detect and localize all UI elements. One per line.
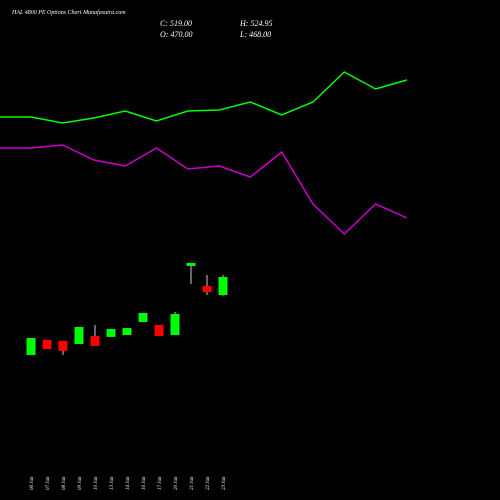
ohlc-label: H: 524.95 — [239, 19, 272, 28]
x-tick-label: 16 Jan — [142, 476, 147, 490]
candle-body — [26, 337, 36, 355]
x-tick-label: 13 Jan — [110, 476, 115, 490]
candle-body — [58, 340, 68, 351]
candle-body — [74, 327, 84, 345]
x-tick-label: 10 Jan — [94, 476, 99, 490]
x-tick-label: 14 Jan — [126, 476, 131, 490]
chart-title: HAL 4800 PE Options Chart Munafasutra.co… — [11, 9, 126, 16]
x-tick-label: 20 Jan — [174, 476, 179, 490]
candle-body — [154, 325, 164, 337]
candle-body — [202, 286, 212, 293]
ohlc-label: C: 519.00 — [160, 19, 192, 28]
x-tick-label: 22 Jan — [206, 476, 211, 490]
ohlc-label: O: 470.00 — [160, 30, 192, 39]
candle-body — [90, 336, 100, 346]
x-tick-label: 09 Jan — [78, 476, 83, 490]
candle-body — [42, 340, 52, 350]
indicator-line — [0, 144, 408, 236]
candle-body — [186, 263, 196, 266]
candle-body — [138, 313, 148, 323]
candle-body — [122, 328, 132, 336]
x-tick-label: 23 Jan — [222, 476, 227, 490]
indicator-line — [0, 71, 408, 124]
candle-body — [218, 277, 228, 296]
x-tick-label: 08 Jan — [62, 476, 67, 490]
x-tick-label: 07 Jan — [46, 476, 51, 490]
x-tick-label: 06 Jan — [30, 476, 35, 490]
x-tick-label: 21 Jan — [190, 476, 195, 490]
candle-body — [106, 328, 116, 337]
candle-body — [170, 313, 180, 336]
ohlc-label: L: 468.00 — [239, 30, 271, 39]
x-tick-label: 17 Jan — [158, 476, 163, 490]
